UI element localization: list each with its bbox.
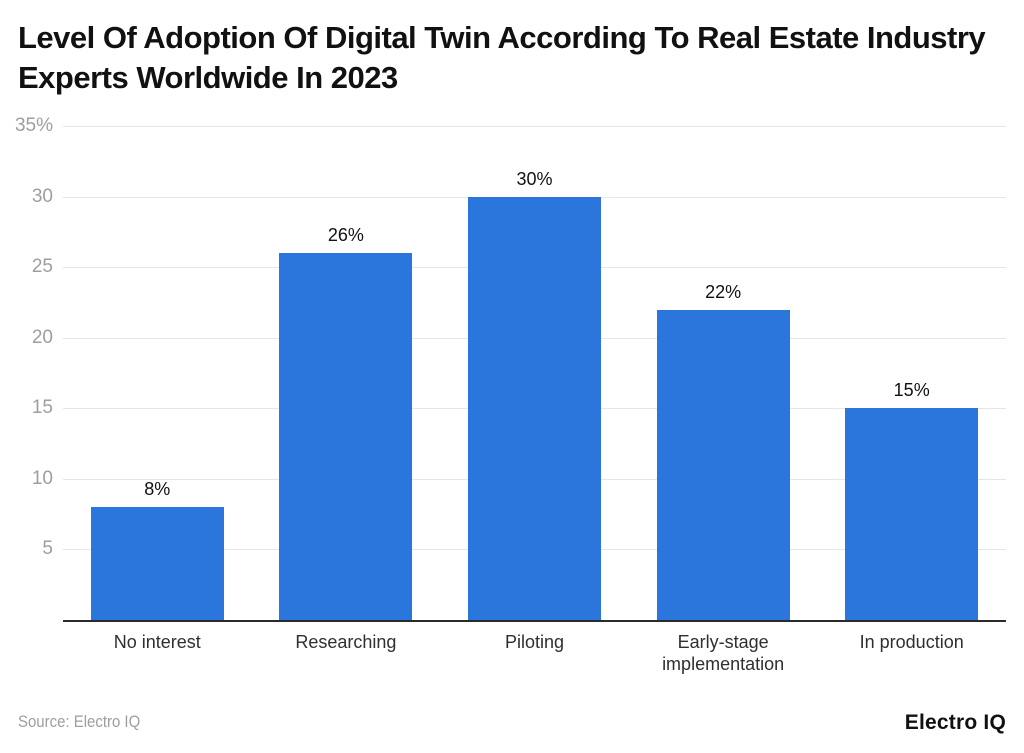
- y-tick-label: 35%: [14, 115, 53, 136]
- x-axis-line: [63, 620, 1006, 622]
- x-category-label: Piloting: [504, 632, 565, 652]
- y-tick-label: 10: [31, 467, 53, 489]
- chart-title: Level Of Adoption Of Digital Twin Accord…: [18, 20, 986, 95]
- y-tick-label: 25: [31, 256, 53, 278]
- x-category-label: No interest: [113, 632, 201, 652]
- plot-area: 8% 26% 30% 22% 15%: [63, 126, 1006, 622]
- y-axis-tick-labels: 35% 30 25 20 15 10 5: [0, 116, 53, 620]
- y-tick-label: 20: [31, 326, 53, 348]
- bar-value-label: 15%: [893, 380, 930, 401]
- y-tick-label: 15: [31, 397, 53, 419]
- bar-piloting: [468, 196, 601, 620]
- bar-value-label: 26%: [327, 225, 364, 246]
- x-axis-category-labels: No interest Researching Piloting Early-stag…: [63, 631, 1006, 681]
- y-tick-label: 30: [31, 185, 53, 207]
- source-attribution: Source: Electro IQ: [18, 712, 141, 731]
- bar-value-label: 8%: [144, 479, 171, 500]
- gridline: [63, 126, 1006, 127]
- bar-researching: [279, 253, 413, 620]
- bar-in-production: [845, 408, 979, 620]
- x-category-label: Researching: [295, 632, 397, 652]
- bar-early-stage-implementation: [656, 309, 790, 620]
- bar-no-interest: [90, 507, 224, 620]
- x-category-label: In production: [859, 632, 964, 652]
- brand-logo: Electro IQ: [904, 711, 1006, 734]
- bar-value-label: 22%: [705, 281, 742, 302]
- x-category-label: Early-stage implementation: [662, 632, 785, 674]
- y-tick-label: 5: [42, 538, 53, 560]
- bar-value-label: 30%: [516, 168, 553, 189]
